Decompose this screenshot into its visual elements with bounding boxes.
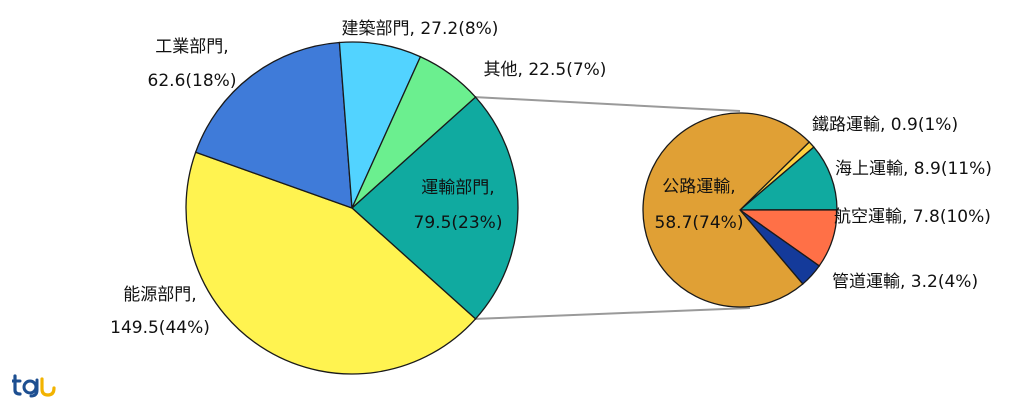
main-pie: [185, 41, 519, 375]
label-運輸部門: 運輸部門,: [421, 178, 494, 198]
slice-海上運輸: [738, 146, 838, 211]
slice-labels: 運輸部門, 79.5(23%) 能源部門, 149.5(44%) 工業部門, 62.6(1…: [110, 19, 992, 338]
label-航空運輸: 航空運輸, 7.8(10%): [834, 207, 991, 227]
label-海上運輸: 海上運輸, 8.9(11%): [835, 159, 992, 179]
connector-top: [475, 96, 741, 112]
slice-工業部門: [194, 41, 353, 209]
label-其他: 其他, 22.5(7%): [484, 60, 607, 80]
connector-bottom: [475, 307, 751, 320]
transport-breakdown-pie: [642, 112, 838, 308]
label-能源部門: 能源部門,: [123, 285, 196, 305]
slice-公路運輸: [642, 112, 811, 308]
label-建築部門: 建築部門, 27.2(8%): [342, 19, 499, 39]
value-運輸部門: 79.5(23%): [414, 213, 503, 233]
value-能源部門: 149.5(44%): [110, 318, 210, 338]
label-公路運輸: 公路運輸,: [662, 177, 735, 197]
tej-logo: [12, 374, 56, 398]
connector-lines: [475, 96, 751, 320]
label-鐵路運輸: 鐵路運輸, 0.9(1%): [812, 115, 958, 135]
value-公路運輸: 58.7(74%): [655, 213, 744, 233]
slice-其他: [351, 55, 477, 209]
label-工業部門: 工業部門,: [155, 37, 228, 57]
label-管道運輸: 管道運輸, 3.2(4%): [832, 272, 978, 292]
slice-能源部門: [185, 151, 477, 375]
value-工業部門: 62.6(18%): [148, 71, 237, 91]
slice-運輸部門: [351, 96, 519, 320]
